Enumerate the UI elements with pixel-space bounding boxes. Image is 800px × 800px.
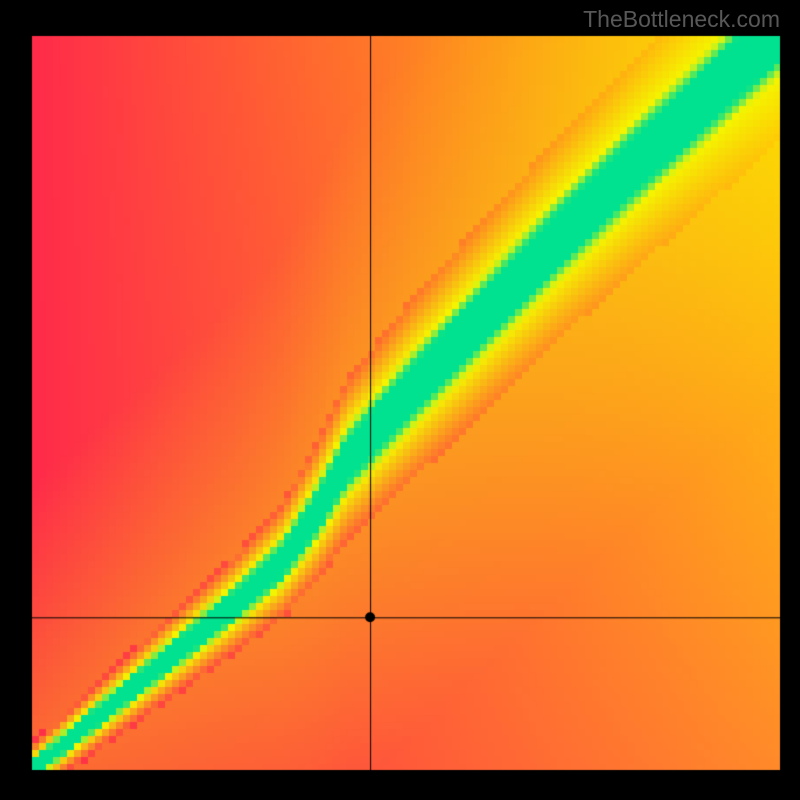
- heatmap-canvas: [0, 0, 800, 800]
- chart-container: TheBottleneck.com: [0, 0, 800, 800]
- watermark: TheBottleneck.com: [583, 6, 780, 33]
